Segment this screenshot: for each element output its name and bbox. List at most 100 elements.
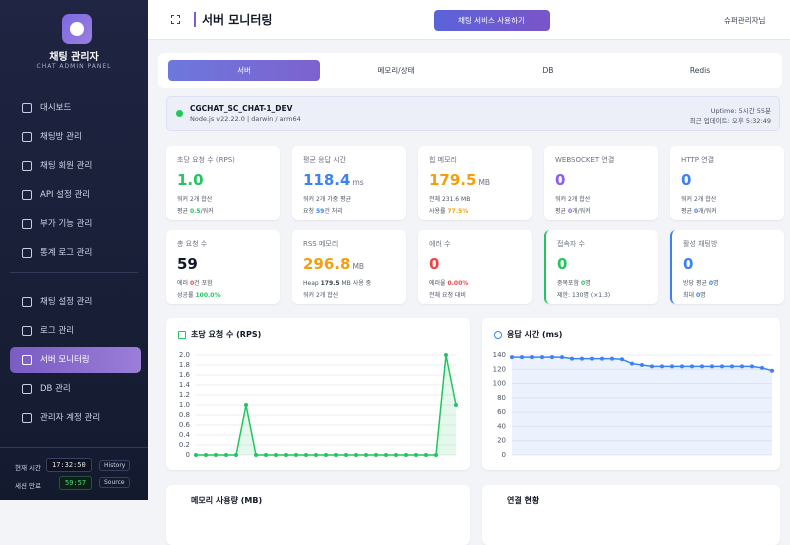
service-button[interactable]: 채팅 서비스 사용하기 <box>434 10 550 31</box>
stat-value: 1.0 <box>177 171 204 189</box>
menu-label: 대시보드 <box>40 103 72 113</box>
stat-line: 전체 231.6 MB <box>429 194 521 203</box>
stat-line-part: 평균 <box>555 208 568 215</box>
point <box>204 453 208 457</box>
source-button[interactable]: Source <box>99 477 130 488</box>
chart: 0 20 40 60 80 100 120 140 <box>493 351 774 459</box>
stat-line-part: 명 <box>700 292 706 299</box>
stat-value: 179.5 <box>429 171 477 189</box>
stat-line: 평균 0개/워커 <box>681 206 773 215</box>
point <box>284 453 288 457</box>
y-tick-label: 40 <box>497 422 506 430</box>
stat-line: 평균 0개/워커 <box>555 206 647 215</box>
menu-item[interactable]: 서버 모니터링 <box>10 347 141 373</box>
stat-line-part: /워커 <box>200 208 214 215</box>
stat-card: HTTP 연결 0 워커 2개 합산 평균 0개/워커 <box>670 146 784 220</box>
stat-line: 평균 0.5/워커 <box>177 206 269 215</box>
point <box>254 453 258 457</box>
point <box>720 364 724 369</box>
stat-line: 중복포함 0명 <box>557 278 647 287</box>
stat-label: 접속자 수 <box>557 240 585 248</box>
stat-line-part: 전체 231.6 MB <box>429 196 471 203</box>
stat-line-part: 최대 <box>683 292 696 299</box>
status-dot <box>176 110 183 117</box>
stat-line-part: 77.5% <box>447 208 469 215</box>
menu-item[interactable]: 로그 관리 <box>10 318 141 344</box>
stat-label: 평균 응답 시간 <box>303 156 347 164</box>
stat-card: 접속자 수 0 중복포함 0명 제한: 130명 (×1.3) <box>544 230 658 304</box>
stat-label: WEBSOCKET 연결 <box>555 156 615 164</box>
point <box>620 357 624 362</box>
panel: 연결 현황 <box>482 485 780 545</box>
menu-icon <box>22 413 32 423</box>
y-tick-label: 2.0 <box>179 351 190 359</box>
menu-label: 채팅방 관리 <box>40 132 82 142</box>
chart-panel: 응답 시간 (ms) 0 20 40 60 80 100 120 140 <box>482 318 780 470</box>
point <box>374 453 378 457</box>
menu-item[interactable]: DB 관리 <box>10 376 141 402</box>
stat-label: HTTP 연결 <box>681 156 715 164</box>
menu-label: 서버 모니터링 <box>40 355 90 365</box>
server-runtime: Node.js v22.22.0 | darwin / arm64 <box>190 115 301 123</box>
tab[interactable]: DB <box>542 66 554 75</box>
header: 서버 모니터링 채팅 서비스 사용하기 슈퍼관리자님 <box>148 0 790 40</box>
point <box>274 453 278 457</box>
tab[interactable]: 메모리/상태 <box>377 66 415 75</box>
menu-item[interactable]: 통계 로그 관리 <box>10 240 141 266</box>
stat-line-part: 개/워커 <box>698 208 717 215</box>
stat-line-part: 전체 요청 대비 <box>429 292 466 299</box>
chart-icon <box>178 331 186 339</box>
menu-item[interactable]: 관리자 계정 관리 <box>10 405 141 431</box>
menu-item[interactable]: 대시보드 <box>10 95 141 121</box>
point <box>750 364 754 369</box>
stat-line-part: 평균 <box>681 208 694 215</box>
tab[interactable]: 서버 <box>168 60 320 81</box>
divider <box>10 272 138 273</box>
menu-icon <box>22 190 32 200</box>
menu-item[interactable]: 채팅 설정 관리 <box>10 289 141 315</box>
point <box>354 453 358 457</box>
point <box>700 364 704 369</box>
menu-item[interactable]: 부가 기능 관리 <box>10 211 141 237</box>
user-menu[interactable]: 슈퍼관리자님 <box>724 16 766 25</box>
stat-line-part: 건 포함 <box>194 280 213 287</box>
stat-value-row: 0 <box>429 255 521 273</box>
y-tick-label: 1.2 <box>179 391 190 399</box>
stat-value-row: 179.5 MB <box>429 171 521 189</box>
y-tick-label: 0 <box>186 451 190 459</box>
stat-line-part: 방당 평균 <box>683 280 709 287</box>
point <box>294 453 298 457</box>
expand-icon[interactable] <box>171 15 180 24</box>
point <box>650 364 654 369</box>
point <box>244 403 248 407</box>
y-tick-label: 0.6 <box>179 421 191 429</box>
menu-icon <box>22 355 32 365</box>
point <box>760 365 764 370</box>
point <box>414 453 418 457</box>
history-button[interactable]: History <box>99 460 131 471</box>
stat-line-part: 요청 <box>303 208 316 215</box>
menu-item[interactable]: 채팅 회원 관리 <box>10 153 141 179</box>
point <box>770 368 774 373</box>
panel-title: 연결 현황 <box>507 496 540 505</box>
point <box>680 364 684 369</box>
stat-card: 총 요청 수 59 에러 0건 포함 성공률 100.0% <box>166 230 280 304</box>
menu-item[interactable]: API 설정 관리 <box>10 182 141 208</box>
point <box>570 356 574 361</box>
stat-line-part: 0 <box>708 280 714 287</box>
chart-panel: 초당 요청 수 (RPS) 0 0.2 0.4 0.6 0.8 1.0 1.2 1.4 1.6 1.… <box>166 318 470 470</box>
server-name: CGCHAT_SC_CHAT-1_DEV <box>190 104 293 113</box>
y-tick-label: 1.6 <box>179 371 191 379</box>
point <box>454 403 458 407</box>
menu-icon <box>22 297 32 307</box>
stat-line: 워커 2개 합산 <box>177 194 269 203</box>
menu-label: 채팅 설정 관리 <box>40 297 93 307</box>
menu-item[interactable]: 채팅방 관리 <box>10 124 141 150</box>
stat-value: 0 <box>555 171 566 189</box>
stat-card: RSS 메모리 296.8 MB Heap 179.5 MB 사용 중 워커 2개 합산 <box>292 230 406 304</box>
stat-line: 성공률 100.0% <box>177 290 269 299</box>
menu-label: API 설정 관리 <box>40 190 91 200</box>
stat-card: 힙 메모리 179.5 MB 전체 231.6 MB 사용률 77.5% <box>418 146 532 220</box>
tab[interactable]: Redis <box>689 66 711 75</box>
panel-title: 메모리 사용량 (MB) <box>191 496 263 505</box>
